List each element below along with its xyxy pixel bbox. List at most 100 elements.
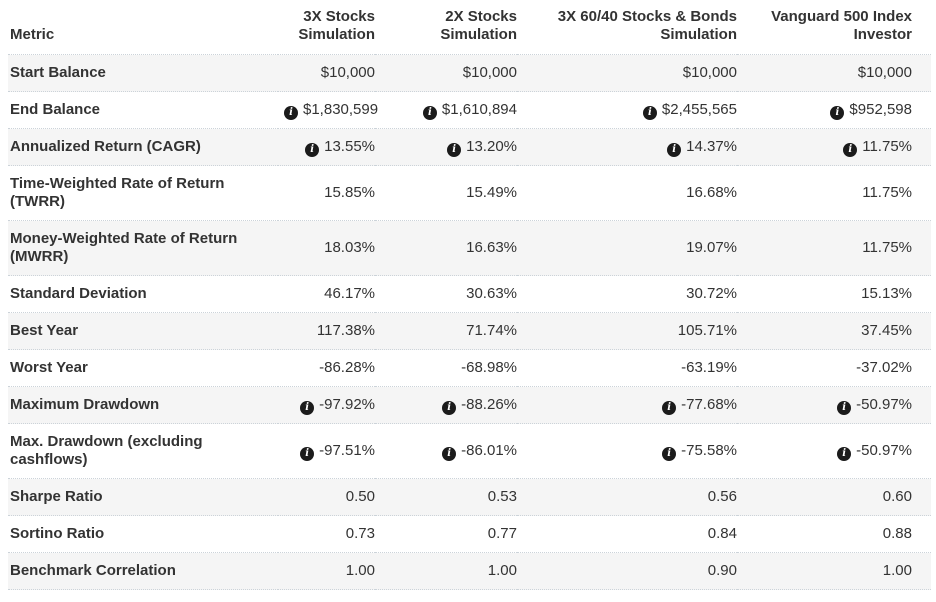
metric-value: i -77.68%	[517, 387, 737, 424]
metric-value: 105.71%	[677, 322, 737, 339]
info-icon[interactable]: i	[442, 447, 457, 461]
metric-value: 0.60	[882, 488, 912, 505]
metric-value: 1.00	[882, 562, 912, 579]
info-icon[interactable]: i	[300, 401, 315, 415]
metric-value: 0.77	[487, 525, 517, 542]
table-row: Standard Deviation 46.17% 30.63% 30.72% 15.1…	[8, 276, 931, 313]
column-header: 2X Stocks Simulation	[375, 0, 517, 55]
metrics-table-body: Start Balance $10,000 $10,000 $10,000 $10,00…	[8, 54, 931, 590]
table-row: Annualized Return (CAGR) i 13.55% i 13.20% i 1…	[8, 128, 931, 166]
table-row: Benchmark Correlation 1.00 1.00 0.90 1.00	[8, 552, 931, 590]
metric-value: i -75.58%	[517, 424, 737, 479]
info-icon[interactable]: i	[843, 143, 858, 157]
info-icon[interactable]: i	[300, 447, 315, 461]
info-icon[interactable]: i	[662, 447, 677, 461]
metric-value: 0.90	[707, 562, 737, 579]
metric-label: End Balance	[10, 101, 101, 118]
info-icon[interactable]: i	[830, 106, 845, 120]
metric-value: 0.53	[487, 488, 517, 505]
metric-value: i 13.55%	[278, 129, 375, 166]
metric-value: 0.73	[345, 525, 375, 542]
metric-value: -37.02%	[856, 359, 912, 376]
metric-label: Worst Year	[10, 359, 88, 376]
metric-value: 46.17%	[324, 285, 375, 302]
metric-value: i 13.20%	[375, 129, 517, 166]
metric-value: i -97.51%	[278, 424, 375, 479]
metric-value: 16.68%	[686, 184, 737, 201]
metric-value: i 11.75%	[737, 129, 931, 166]
metric-value: 11.75%	[862, 239, 912, 256]
metric-label: Max. Drawdown (excluding cashflows)	[10, 433, 203, 468]
info-icon[interactable]: i	[284, 106, 298, 120]
metric-value: i $2,455,565	[517, 92, 737, 129]
table-row: Sharpe Ratio 0.50 0.53 0.56 0.60	[8, 478, 931, 516]
metric-value: 1.00	[487, 562, 517, 579]
metric-value: -86.28%	[319, 359, 375, 376]
info-icon[interactable]: i	[447, 143, 462, 157]
table-row: Money-Weighted Rate of Return (MWRR) 18.0…	[8, 220, 931, 276]
metric-value: -63.19%	[681, 359, 737, 376]
column-header: Vanguard 500 Index Investor	[737, 0, 931, 55]
metric-value: 16.63%	[466, 239, 517, 256]
metric-value: 0.56	[707, 488, 737, 505]
table-row: Start Balance $10,000 $10,000 $10,000 $10,00…	[8, 54, 931, 92]
metric-value: i -97.92%	[278, 387, 375, 424]
metric-value: 30.63%	[466, 285, 517, 302]
metric-label: Maximum Drawdown	[10, 396, 160, 413]
metric-value: i $952,598	[737, 92, 931, 129]
metric-value: i -50.97%	[737, 424, 931, 479]
metric-label: Money-Weighted Rate of Return (MWRR)	[10, 230, 238, 265]
metric-value: 15.85%	[324, 184, 375, 201]
table-row: Maximum Drawdown i -97.92% i -88.26% i -77.68%…	[8, 386, 931, 424]
metric-value: i 14.37%	[517, 129, 737, 166]
metric-label: Sortino Ratio	[10, 525, 105, 542]
metric-label: Standard Deviation	[10, 285, 147, 302]
metric-value: i -86.01%	[375, 424, 517, 479]
table-header: Metric 3X Stocks Simulation 2X Stocks Sim…	[8, 0, 931, 55]
metrics-comparison-table: Metric 3X Stocks Simulation 2X Stocks Sim…	[8, 0, 931, 590]
metric-value: i -50.97%	[737, 387, 931, 424]
info-icon[interactable]: i	[642, 106, 657, 120]
column-header: 3X 60/40 Stocks & Bonds Simulation	[517, 0, 737, 55]
metric-label: Start Balance	[10, 64, 106, 81]
metric-value: 1.00	[345, 562, 375, 579]
metric-value: 71.74%	[466, 322, 517, 339]
table-row: Time-Weighted Rate of Return (TWRR) 15.85…	[8, 166, 931, 221]
info-icon[interactable]: i	[837, 401, 852, 415]
column-header: 3X Stocks Simulation	[278, 0, 375, 55]
metric-value: 30.72%	[686, 285, 737, 302]
metric-label: Best Year	[10, 322, 79, 339]
metric-value: i $1,610,894	[375, 92, 517, 129]
metric-value: 15.49%	[466, 184, 517, 201]
metric-value: 11.75%	[862, 184, 912, 201]
info-icon[interactable]: i	[662, 401, 677, 415]
header-row: Metric 3X Stocks Simulation 2X Stocks Sim…	[8, 0, 931, 55]
metric-value: 37.45%	[861, 322, 912, 339]
info-icon[interactable]: i	[305, 143, 320, 157]
table-row: Best Year 117.38% 71.74% 105.71% 37.45%	[8, 312, 931, 350]
info-icon[interactable]: i	[442, 401, 457, 415]
metric-value: i $1,830,599	[278, 92, 378, 129]
metric-value: 19.07%	[686, 239, 737, 256]
metric-value: $10,000	[462, 64, 517, 81]
info-icon[interactable]: i	[422, 106, 437, 120]
metric-value: 0.50	[345, 488, 375, 505]
metric-value: 18.03%	[324, 239, 375, 256]
table-row: Worst Year -86.28% -68.98% -63.19% -37.02%	[8, 350, 931, 387]
metric-label: Annualized Return (CAGR)	[10, 138, 201, 155]
info-icon[interactable]: i	[667, 143, 682, 157]
metric-label: Sharpe Ratio	[10, 488, 103, 505]
metric-value: -68.98%	[461, 359, 517, 376]
metric-label: Time-Weighted Rate of Return (TWRR)	[10, 175, 225, 210]
metric-value: 0.88	[882, 525, 912, 542]
metric-value: 15.13%	[861, 285, 912, 302]
info-icon[interactable]: i	[837, 447, 852, 461]
metric-value: $10,000	[320, 64, 375, 81]
metric-label: Benchmark Correlation	[10, 562, 176, 579]
metric-column-header: Metric	[8, 0, 278, 55]
metric-value: 0.84	[707, 525, 737, 542]
table-row: Max. Drawdown (excluding cashflows) i -97.…	[8, 424, 931, 479]
table-row: Sortino Ratio 0.73 0.77 0.84 0.88	[8, 516, 931, 553]
metric-value: $10,000	[682, 64, 737, 81]
